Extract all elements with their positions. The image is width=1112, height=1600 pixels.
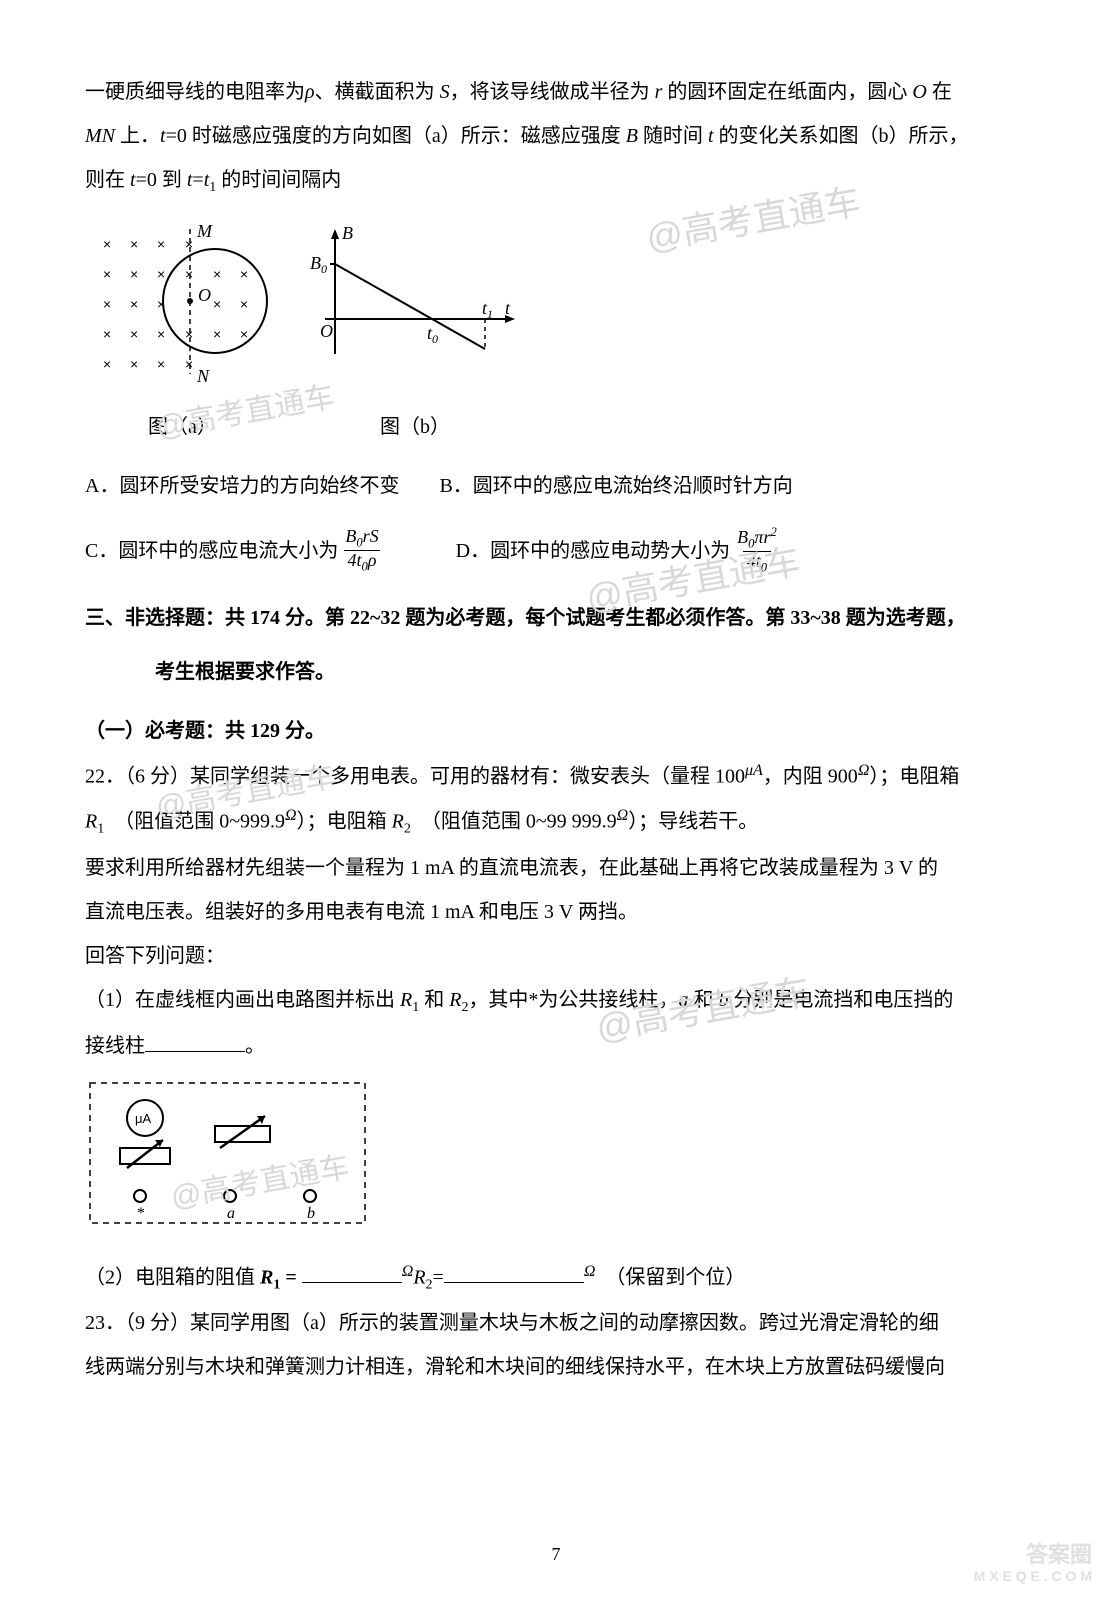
option-d: D．圆环中的感应电动势大小为 B0πr2 4t0 xyxy=(456,526,784,576)
q22-line4: 直流电压表。组装好的多用电表有电流 1 mA 和电压 3 V 两挡。 xyxy=(85,890,1027,934)
q22-line5: 回答下列问题： xyxy=(85,934,1027,978)
svg-text:t1: t1 xyxy=(482,298,493,321)
svg-text:O: O xyxy=(198,285,211,305)
q22-line1: 22．（6 分）某同学组装一个多用电表。可用的器材有：微安表头（量程 100μA… xyxy=(85,753,1027,799)
svg-text:×: × xyxy=(185,236,193,252)
svg-text:×: × xyxy=(103,326,111,342)
svg-text:×: × xyxy=(213,326,221,342)
svg-text:×: × xyxy=(130,326,138,342)
corner-watermark: 答案圈 M X E Q E . C O M xyxy=(974,1542,1092,1585)
svg-text:*: * xyxy=(137,1205,145,1222)
svg-text:b: b xyxy=(307,1205,315,1222)
q22-line3: 要求利用所给器材先组装一个量程为 1 mA 的直流电流表，在此基础上再将它改装成… xyxy=(85,846,1027,890)
svg-text:×: × xyxy=(157,236,165,252)
q22-sub1-cont: 接线柱。 xyxy=(85,1024,1027,1068)
subsection-header: （一）必考题：共 129 分。 xyxy=(85,709,1027,753)
figure-a: ×××× ×××××× ××××× ×××××× ×××× M N O 图（a） xyxy=(85,219,280,449)
option-b: B．圆环中的感应电流始终沿顺时针方向 xyxy=(439,464,792,508)
svg-text:×: × xyxy=(185,356,193,372)
svg-text:×: × xyxy=(130,266,138,282)
svg-text:a: a xyxy=(227,1205,235,1222)
question-intro-line3: 则在 t=0 到 t=t1 的时间间隔内 xyxy=(85,158,1027,204)
svg-text:×: × xyxy=(185,266,193,282)
svg-text:×: × xyxy=(213,266,221,282)
q22-sub1: （1）在虚线框内画出电路图并标出 R1 和 R2，其中*为公共接线柱，a 和 b… xyxy=(85,978,1027,1024)
figure-a-caption: 图（a） xyxy=(85,405,280,449)
option-a: A．圆环所受安培力的方向始终不变 xyxy=(85,464,399,508)
svg-text:×: × xyxy=(157,326,165,342)
question-intro-line2: MN 上．t=0 时磁感应强度的方向如图（a）所示：磁感应强度 B 随时间 t … xyxy=(85,114,1027,158)
section-3-header: 三、非选择题：共 174 分。第 22~32 题为必考题，每个试题考生都必须作答… xyxy=(85,596,1027,640)
svg-text:×: × xyxy=(240,266,248,282)
svg-text:×: × xyxy=(130,356,138,372)
svg-text:×: × xyxy=(213,296,221,312)
svg-text:×: × xyxy=(103,296,111,312)
svg-text:×: × xyxy=(103,356,111,372)
svg-text:B: B xyxy=(342,223,353,243)
page-number: 7 xyxy=(552,1535,561,1575)
svg-text:×: × xyxy=(157,266,165,282)
circuit-box: μA * a b xyxy=(85,1078,1027,1244)
svg-text:M: M xyxy=(196,221,213,241)
q23-line2: 线两端分别与木块和弹簧测力计相连，滑轮和木块间的细线保持水平，在木块上方放置砝码… xyxy=(85,1345,1027,1389)
svg-text:×: × xyxy=(130,296,138,312)
figure-b-caption: 图（b） xyxy=(300,405,530,449)
svg-text:t0: t0 xyxy=(427,323,438,346)
svg-text:N: N xyxy=(196,366,210,384)
q22-line2: R1 （阻值范围 0~999.9Ω）；电阻箱 R2 （阻值范围 0~99 999… xyxy=(85,798,1027,845)
question-intro-line1: 一硬质细导线的电阻率为ρ、横截面积为 S，将该导线做成半径为 r 的圆环固定在纸… xyxy=(85,70,1027,114)
svg-text:×: × xyxy=(130,236,138,252)
q23-line1: 23．（9 分）某同学用图（a）所示的装置测量木块与木板之间的动摩擦因数。跨过光… xyxy=(85,1301,1027,1345)
svg-text:B0: B0 xyxy=(310,253,327,276)
svg-text:O: O xyxy=(320,321,333,341)
svg-text:t: t xyxy=(505,298,511,318)
svg-text:×: × xyxy=(240,296,248,312)
figure-b: B B0 O t0 t1 t 图（b） xyxy=(300,219,530,449)
svg-text:×: × xyxy=(240,326,248,342)
section-3-header-cont: 考生根据要求作答。 xyxy=(155,650,1027,694)
svg-text:μA: μA xyxy=(135,1111,151,1126)
svg-text:×: × xyxy=(103,236,111,252)
q22-sub2: （2）电阻箱的阻值 R1 = ΩR2=Ω （保留到个位） xyxy=(85,1254,1027,1301)
svg-text:×: × xyxy=(185,326,193,342)
option-c: C．圆环中的感应电流大小为 B0rS 4t0ρ xyxy=(85,526,386,576)
svg-text:×: × xyxy=(157,356,165,372)
svg-text:×: × xyxy=(103,266,111,282)
